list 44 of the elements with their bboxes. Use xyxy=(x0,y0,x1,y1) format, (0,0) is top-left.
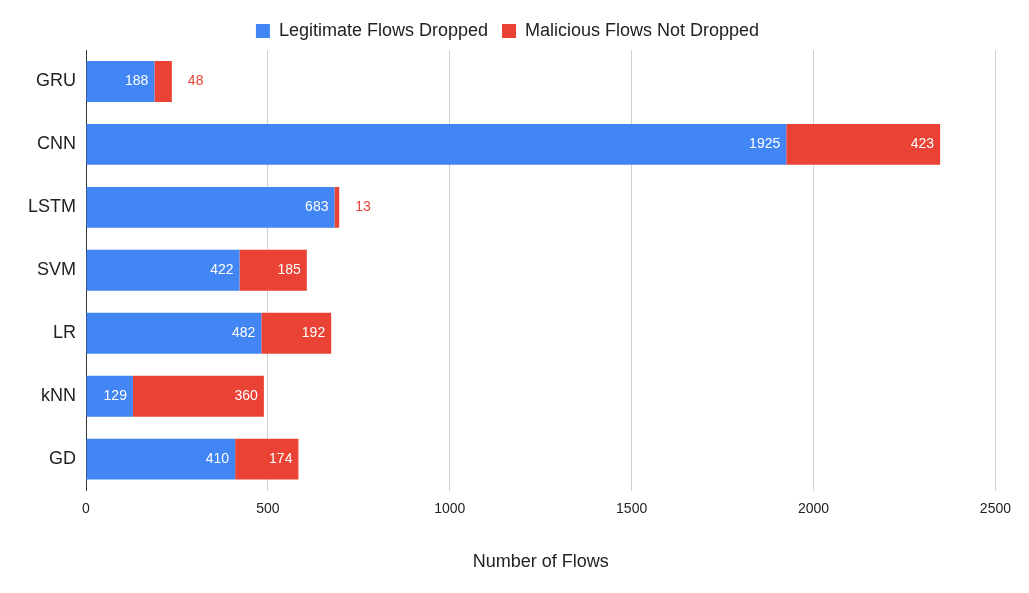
bar xyxy=(239,249,307,291)
data-label: 13 xyxy=(355,198,371,215)
x-axis-title: Number of Flows xyxy=(472,551,609,572)
bar xyxy=(132,375,264,417)
y-tick-label: GD xyxy=(49,448,77,469)
x-tick-label: 2000 xyxy=(797,499,830,516)
y-tick-label: LSTM xyxy=(27,196,77,217)
y-tick-label: kNN xyxy=(41,385,77,406)
data-label: 129 xyxy=(103,387,128,404)
bar xyxy=(86,186,335,228)
y-tick-label: LR xyxy=(52,322,77,343)
y-tick-label: SVM xyxy=(36,259,77,280)
bar xyxy=(86,312,262,354)
data-label: 410 xyxy=(205,449,230,466)
x-tick-label: 2500 xyxy=(979,499,1012,516)
bar xyxy=(154,61,172,102)
bar xyxy=(86,249,240,291)
data-label: 422 xyxy=(210,261,234,278)
y-tick-label: GRU xyxy=(36,70,77,91)
data-label: 683 xyxy=(305,198,329,215)
bar xyxy=(786,123,941,165)
data-label: 188 xyxy=(125,72,149,89)
x-tick-label: 500 xyxy=(256,499,280,516)
bar xyxy=(86,375,133,417)
x-tick-label: 1000 xyxy=(434,499,466,516)
data-label: 482 xyxy=(231,324,256,341)
x-tick-label: 0 xyxy=(82,499,91,516)
bar xyxy=(86,123,787,165)
data-label: 423 xyxy=(910,135,935,152)
x-tick-label: 1500 xyxy=(616,499,648,516)
y-tick-label: CNN xyxy=(37,133,77,154)
bar xyxy=(334,186,340,228)
data-label: 1925 xyxy=(749,135,781,152)
data-label: 48 xyxy=(187,72,204,89)
legend-label: Legitimate Flows Dropped xyxy=(278,19,489,40)
data-label: 174 xyxy=(269,449,293,466)
bar xyxy=(261,312,332,354)
data-label: 192 xyxy=(301,324,326,341)
bar xyxy=(235,438,299,480)
data-label: 360 xyxy=(234,387,259,404)
bar xyxy=(86,438,236,480)
bar xyxy=(86,61,155,102)
data-label: 185 xyxy=(277,261,302,278)
legend-label: Malicious Flows Not Dropped xyxy=(525,19,760,40)
